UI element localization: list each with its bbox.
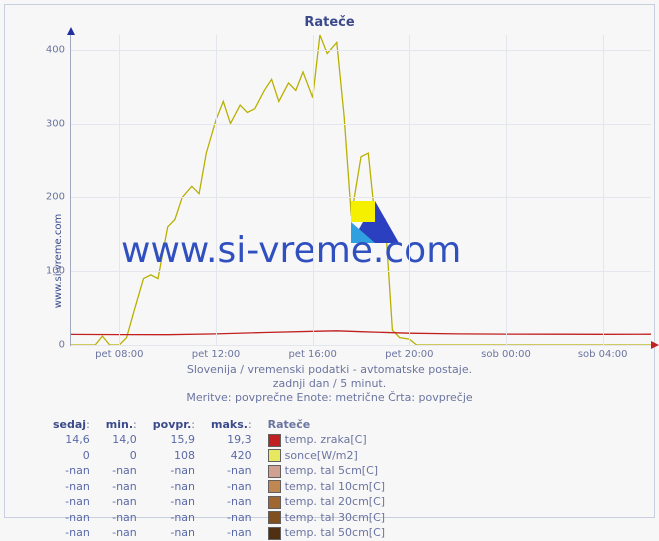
plot-area: www.si-vreme.com 0100200300400pet 08:00p… [70,35,651,346]
stats-value: -nan [45,525,98,541]
stats-value: -nan [98,494,145,510]
stats-value: -nan [45,463,98,479]
stats-value: -nan [145,510,203,526]
series-svg [71,35,651,345]
legend-item: temp. tal 30cm[C] [260,510,393,526]
x-tick: sob 00:00 [481,345,531,360]
stats-value: -nan [98,525,145,541]
x-tick: pet 20:00 [385,345,433,360]
y-tick: 100 [46,266,71,277]
stats-value: 0 [45,448,98,464]
stats-value: -nan [145,463,203,479]
chart-title: Rateče [5,15,654,30]
stats-value: -nan [45,510,98,526]
stats-value: -nan [203,510,260,526]
stats-value: -nan [98,463,145,479]
subtitle-line-3: Meritve: povprečne Enote: metrične Črta:… [5,391,654,404]
series-sonce [71,35,651,345]
stats-value: 19,3 [203,432,260,448]
stats-value: -nan [203,463,260,479]
stats-value: -nan [45,494,98,510]
stats-value: -nan [145,479,203,495]
y-tick: 0 [59,340,71,351]
x-tick: pet 08:00 [95,345,143,360]
y-tick: 400 [46,44,71,55]
legend-swatch [268,449,281,462]
stats-header: povpr.: [145,417,203,432]
legend-swatch [268,465,281,478]
legend-item: temp. zraka[C] [260,432,393,448]
stats-value: -nan [203,494,260,510]
stats-value: -nan [45,479,98,495]
legend-item: sonce[W/m2] [260,448,393,464]
stats-value: 108 [145,448,203,464]
stats-value: -nan [145,494,203,510]
stats-value: 15,9 [145,432,203,448]
stats-value: 420 [203,448,260,464]
legend-swatch [268,496,281,509]
stats-value: -nan [203,479,260,495]
stats-header: maks.: [203,417,260,432]
legend-item: temp. tal 10cm[C] [260,479,393,495]
legend-item: temp. tal 20cm[C] [260,494,393,510]
stats-header: min.: [98,417,145,432]
stats-value: 14,6 [45,432,98,448]
y-tick: 300 [46,118,71,129]
x-tick: pet 12:00 [192,345,240,360]
x-tick: pet 16:00 [288,345,336,360]
y-tick: 200 [46,192,71,203]
chart-frame: www.si-vreme.com Rateče www.si-vreme.com… [4,4,655,518]
legend-swatch [268,434,281,447]
y-axis-arrow [67,27,75,35]
stats-value: 0 [98,448,145,464]
y-axis-label: www.si-vreme.com [53,214,64,309]
subtitle-line-2: zadnji dan / 5 minut. [5,377,654,390]
stats-value: -nan [98,510,145,526]
legend-swatch [268,511,281,524]
stats-value: 14,0 [98,432,145,448]
series-temp_zraka [71,331,651,335]
watermark-icon [351,201,399,243]
stats-header: sedaj: [45,417,98,432]
subtitle-line-1: Slovenija / vremenski podatki - avtomats… [5,363,654,376]
legend-item: temp. tal 5cm[C] [260,463,393,479]
x-axis-arrow [651,341,659,349]
stats-value: -nan [145,525,203,541]
legend-swatch [268,480,281,493]
stats-value: -nan [98,479,145,495]
legend-swatch [268,527,281,540]
legend-item: temp. tal 50cm[C] [260,525,393,541]
stats-station: Rateče [260,417,393,432]
stats-value: -nan [203,525,260,541]
x-tick: sob 04:00 [578,345,628,360]
